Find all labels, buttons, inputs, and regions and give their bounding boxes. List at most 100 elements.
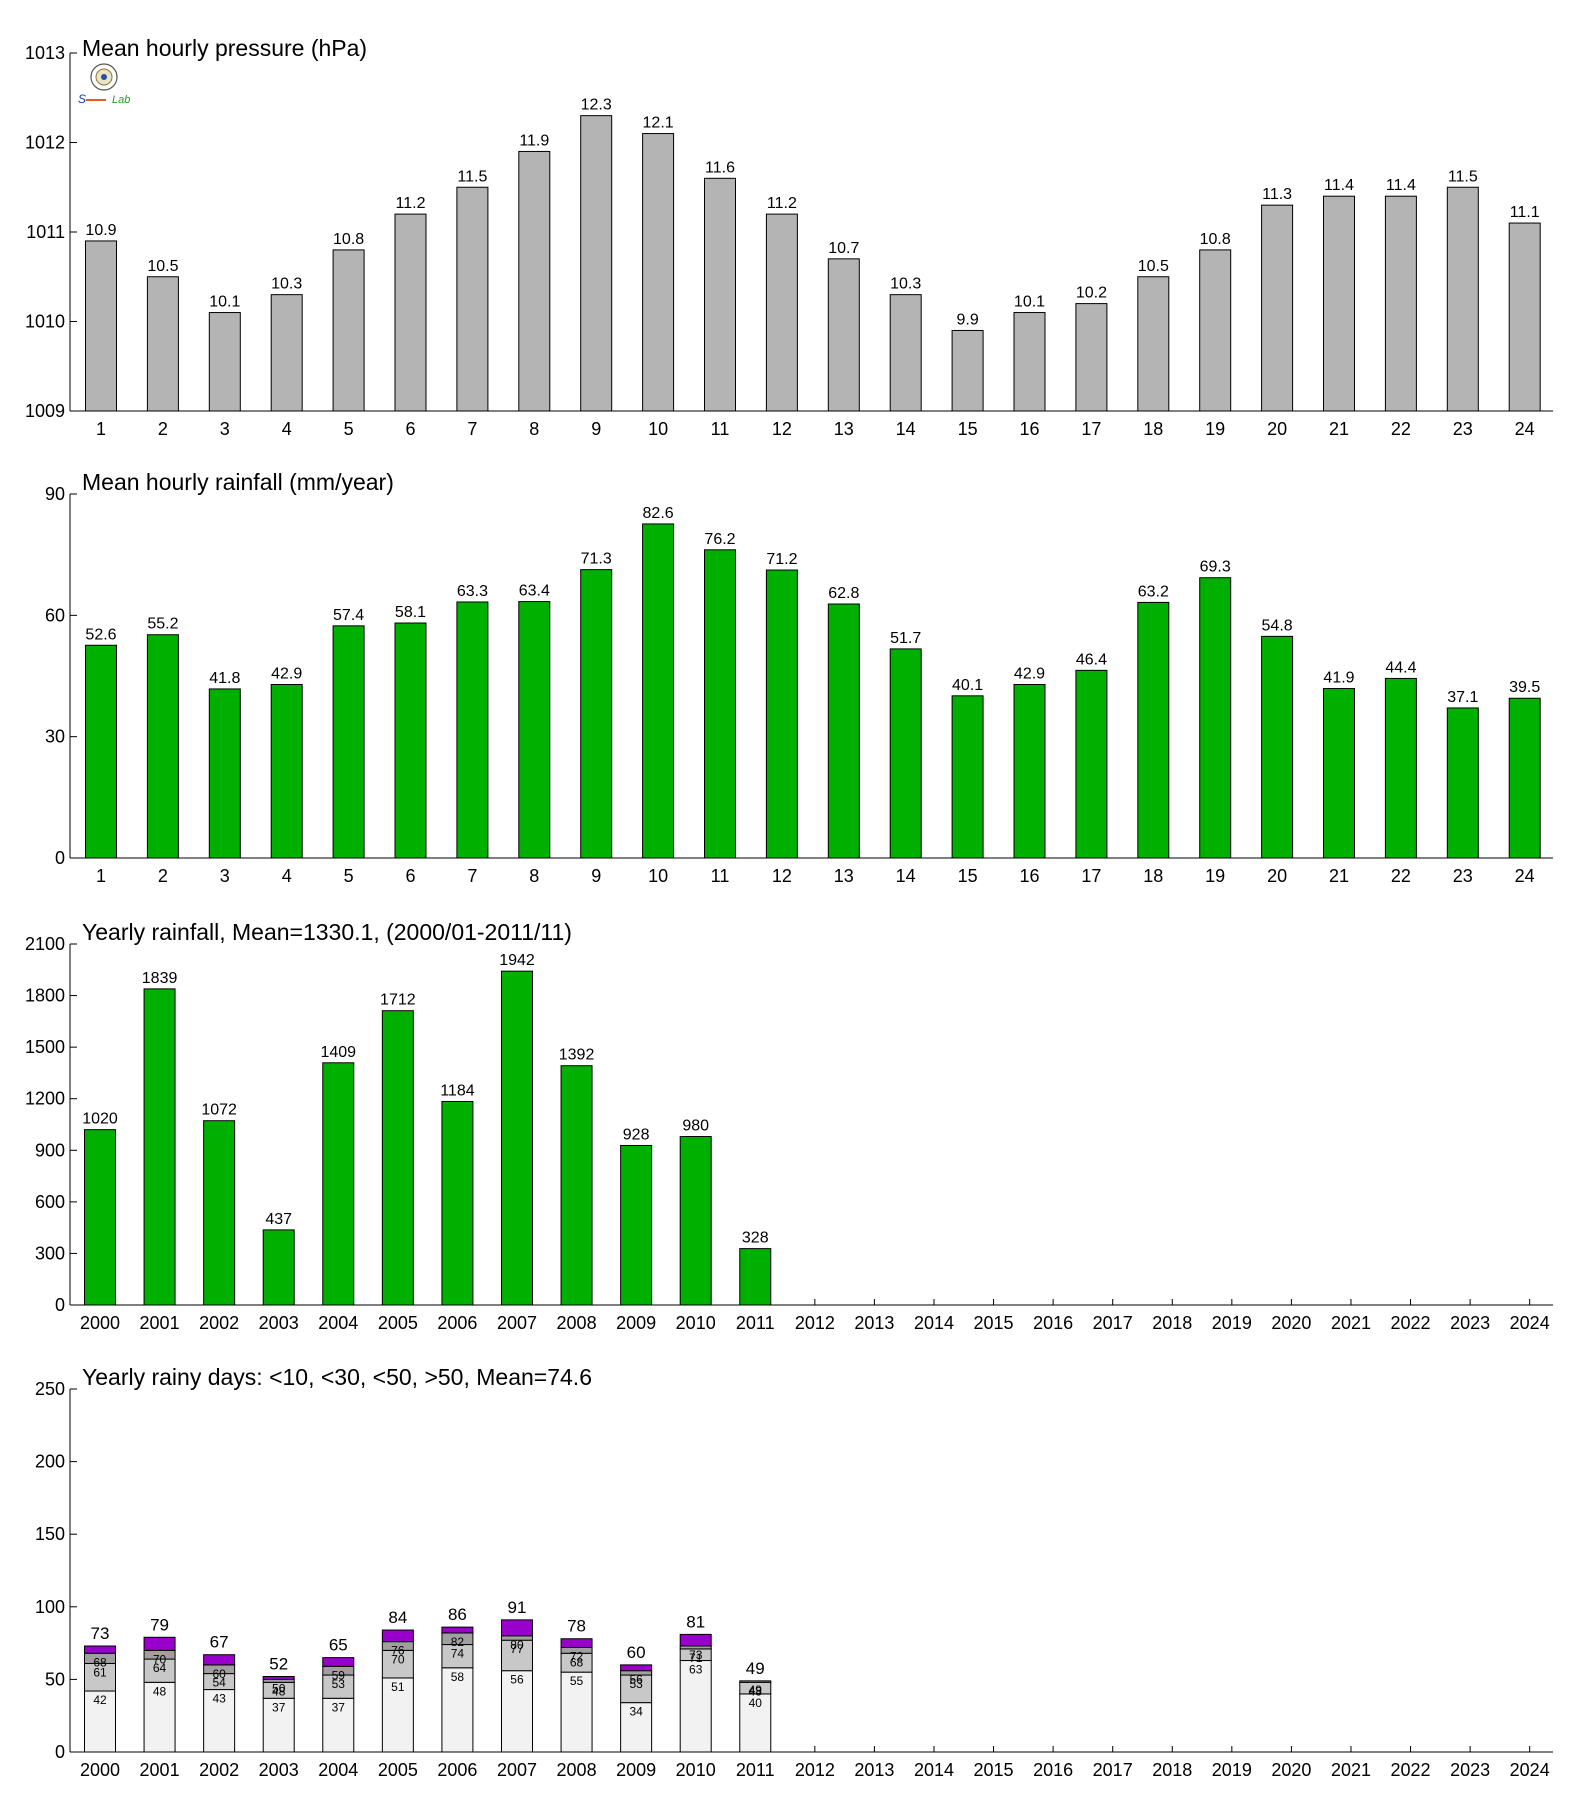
segment-label: 74 <box>451 1647 465 1661</box>
segment-label: 56 <box>510 1673 524 1687</box>
stacked-segment <box>679 1633 712 1647</box>
y-tick-label: 0 <box>55 848 65 868</box>
bar-data-label: 1392 <box>559 1047 595 1064</box>
x-tick-label: 10 <box>648 866 668 886</box>
x-tick-label: 9 <box>591 419 601 439</box>
bar <box>1137 601 1170 859</box>
x-tick-label: 24 <box>1515 419 1535 439</box>
stacked-segment <box>620 1702 653 1753</box>
bar-data-label: 51.7 <box>890 630 921 647</box>
segment-label: 54 <box>212 1676 226 1690</box>
x-tick-label: 2000 <box>80 1760 120 1780</box>
x-tick-label: 18 <box>1143 419 1163 439</box>
y-tick-label: 150 <box>35 1524 65 1544</box>
segment-label: 40 <box>749 1696 763 1710</box>
bar-data-label: 10.9 <box>85 222 116 239</box>
bar <box>146 276 179 412</box>
x-tick-label: 2018 <box>1152 1760 1192 1780</box>
x-tick-label: 2001 <box>140 1313 180 1333</box>
bar <box>441 1100 474 1306</box>
bar-data-label: 11.6 <box>705 159 735 176</box>
x-tick-label: 2023 <box>1450 1313 1490 1333</box>
x-tick-label: 14 <box>896 419 916 439</box>
logo-s-glyph: S <box>78 92 86 106</box>
bar-data-label: 63.3 <box>457 583 488 600</box>
bar-data-label: 62.8 <box>828 585 859 602</box>
bar-data-label: 41.9 <box>1323 670 1354 687</box>
bar <box>1446 186 1479 412</box>
segment-label: 49 <box>749 1683 763 1697</box>
stacked-segment <box>441 1667 474 1753</box>
x-tick-label: 2011 <box>736 1313 775 1333</box>
y-tick-label: 250 <box>35 1379 65 1399</box>
x-tick-label: 21 <box>1329 866 1349 886</box>
chart-title: Mean hourly rainfall (mm/year) <box>82 469 394 495</box>
x-tick-label: 15 <box>958 866 978 886</box>
bar-data-label: 54.8 <box>1262 617 1293 634</box>
segment-label: 63 <box>689 1663 703 1677</box>
bar-data-label: 39.5 <box>1509 679 1540 696</box>
x-tick-label: 2002 <box>199 1760 239 1780</box>
segment-label: 59 <box>332 1668 346 1682</box>
bar-data-label: 57.4 <box>333 607 364 624</box>
x-tick-label: 17 <box>1081 419 1101 439</box>
bar <box>1446 707 1479 859</box>
bar-data-label: 1839 <box>142 970 178 987</box>
x-tick-label: 2004 <box>318 1313 358 1333</box>
bar-total-label: 91 <box>508 1598 527 1617</box>
bar-data-label: 52.6 <box>85 626 116 643</box>
chart-panel-1: Mean hourly pressure (hPa)10091010101110… <box>25 35 1553 439</box>
y-tick-label: 600 <box>35 1192 65 1212</box>
x-tick-label: 2020 <box>1271 1313 1311 1333</box>
bar <box>1508 697 1541 859</box>
bar-data-label: 41.8 <box>209 670 240 687</box>
y-tick-label: 1200 <box>25 1089 65 1109</box>
stacked-segment <box>381 1677 414 1753</box>
bar-data-label: 10.2 <box>1076 285 1107 302</box>
x-tick-label: 8 <box>529 419 539 439</box>
segment-label: 55 <box>570 1674 584 1688</box>
x-tick-label: 2018 <box>1152 1313 1192 1333</box>
segment-label: 71 <box>689 1651 703 1665</box>
bar-total-label: 81 <box>686 1612 705 1631</box>
stacked-segment <box>739 1693 772 1753</box>
x-tick-label: 2022 <box>1391 1760 1431 1780</box>
segment-label: 80 <box>510 1638 524 1652</box>
x-tick-label: 2013 <box>854 1760 894 1780</box>
y-tick-label: 90 <box>45 484 65 504</box>
bar <box>1261 635 1294 859</box>
segment-label: 58 <box>451 1670 465 1684</box>
x-tick-label: 2000 <box>80 1313 120 1333</box>
bar-data-label: 10.5 <box>1138 258 1169 275</box>
segment-label: 48 <box>749 1684 763 1698</box>
segment-label: 51 <box>391 1680 405 1694</box>
x-tick-label: 22 <box>1391 419 1411 439</box>
bar-data-label: 10.3 <box>271 276 302 293</box>
y-tick-label: 1009 <box>25 401 65 421</box>
bar <box>951 695 984 859</box>
stacked-segment <box>620 1664 653 1672</box>
bar <box>84 1129 116 1306</box>
segment-label: 37 <box>272 1700 286 1714</box>
bar-data-label: 44.4 <box>1385 659 1416 676</box>
x-tick-label: 2006 <box>437 1760 477 1780</box>
x-tick-label: 2019 <box>1212 1760 1252 1780</box>
stacked-segment <box>500 1670 533 1753</box>
bar <box>394 213 427 412</box>
bar-data-label: 76.2 <box>704 531 735 548</box>
bar-data-label: 11.2 <box>767 195 797 212</box>
bar <box>765 569 798 859</box>
bar <box>642 523 675 859</box>
y-tick-label: 1010 <box>25 312 65 332</box>
x-tick-label: 2016 <box>1033 1313 1073 1333</box>
segment-label: 53 <box>332 1677 346 1691</box>
bar <box>951 329 984 412</box>
x-tick-label: 2009 <box>616 1313 656 1333</box>
x-tick-label: 13 <box>834 419 854 439</box>
bar-data-label: 37.1 <box>1447 689 1478 706</box>
x-tick-label: 2021 <box>1331 1313 1371 1333</box>
y-tick-label: 100 <box>35 1597 65 1617</box>
bar-total-label: 73 <box>91 1624 110 1643</box>
x-tick-label: 23 <box>1453 419 1473 439</box>
